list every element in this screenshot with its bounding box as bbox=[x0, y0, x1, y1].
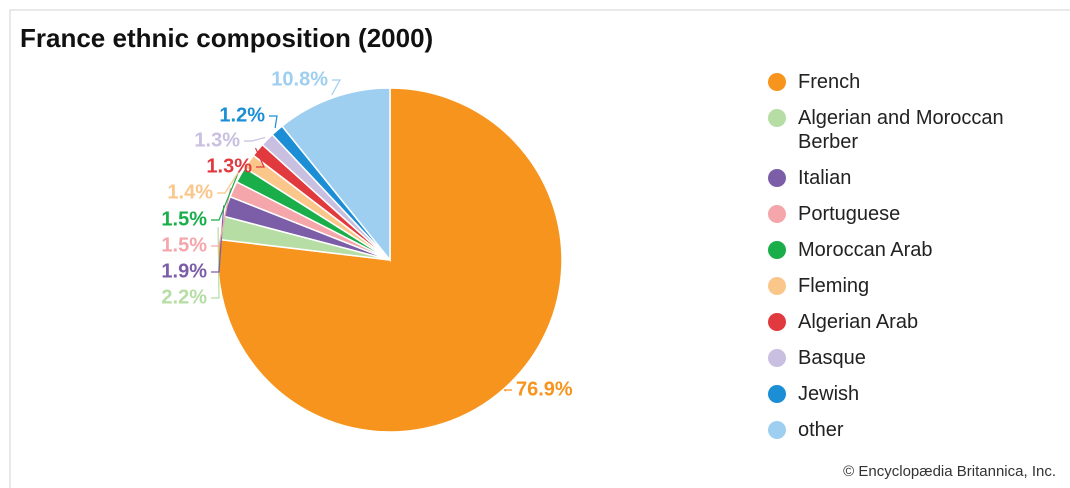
legend-label: Portuguese bbox=[798, 203, 901, 225]
data-label: 1.9% bbox=[161, 260, 207, 282]
legend-label: Algerian Arab bbox=[798, 311, 919, 333]
legend-swatch bbox=[768, 109, 786, 127]
legend-item: Portuguese bbox=[768, 202, 1058, 226]
leader-line bbox=[211, 227, 220, 299]
legend-swatch bbox=[768, 205, 786, 223]
legend-label: Fleming bbox=[798, 275, 870, 297]
data-label: 2.2% bbox=[161, 286, 207, 308]
leader-line bbox=[211, 187, 232, 247]
legend-swatch bbox=[768, 349, 786, 367]
legend-item: Algerian and Moroccan Berber bbox=[768, 106, 1058, 154]
legend-label: Algerian and Moroccan Berber bbox=[798, 107, 1004, 153]
legend-item: Algerian Arab bbox=[768, 310, 1058, 334]
legend-swatch bbox=[768, 385, 786, 403]
legend-item: Italian bbox=[768, 166, 1058, 190]
source: © Encyclopædia Britannica, Inc. bbox=[843, 463, 1056, 480]
leader-line bbox=[211, 173, 239, 221]
leader-line bbox=[331, 79, 342, 96]
data-label: 1.3% bbox=[206, 155, 252, 177]
leader-line bbox=[269, 115, 278, 129]
data-label: 76.9% bbox=[516, 378, 573, 400]
chart-title: France ethnic composition (2000) bbox=[20, 23, 433, 53]
legend-label: Basque bbox=[798, 347, 866, 369]
data-label: 1.5% bbox=[161, 234, 207, 256]
legend-label: Jewish bbox=[798, 383, 860, 405]
legend-item: Fleming bbox=[768, 274, 1058, 298]
legend-swatch bbox=[768, 277, 786, 295]
legend-swatch bbox=[768, 421, 786, 439]
data-label: 1.4% bbox=[167, 181, 213, 203]
legend-label: Italian bbox=[798, 167, 852, 189]
legend-item: other bbox=[768, 418, 1058, 442]
leader-line bbox=[503, 389, 512, 392]
legend-swatch bbox=[768, 169, 786, 187]
data-label: 10.8% bbox=[271, 68, 328, 90]
legend-label: other bbox=[798, 419, 844, 441]
leader-line bbox=[254, 147, 265, 168]
legend-item: French bbox=[768, 70, 1058, 94]
legend-swatch bbox=[768, 73, 786, 91]
slice bbox=[280, 87, 391, 263]
card-border bbox=[9, 9, 1070, 488]
legend-item: Jewish bbox=[768, 382, 1058, 406]
data-label: 1.2% bbox=[219, 104, 265, 126]
legend-item: Moroccan Arab bbox=[768, 238, 1058, 262]
data-label: 1.3% bbox=[194, 129, 240, 151]
legend-swatch bbox=[768, 241, 786, 259]
legend-label: Moroccan Arab bbox=[798, 239, 933, 261]
leader-line bbox=[244, 136, 266, 142]
legend: French Algerian and Moroccan Berber Italia… bbox=[768, 70, 1058, 454]
leader-line bbox=[217, 159, 248, 194]
legend-swatch bbox=[768, 313, 786, 331]
legend-item: Basque bbox=[768, 346, 1058, 370]
data-label: 1.5% bbox=[161, 208, 207, 230]
legend-label: French bbox=[798, 71, 861, 93]
